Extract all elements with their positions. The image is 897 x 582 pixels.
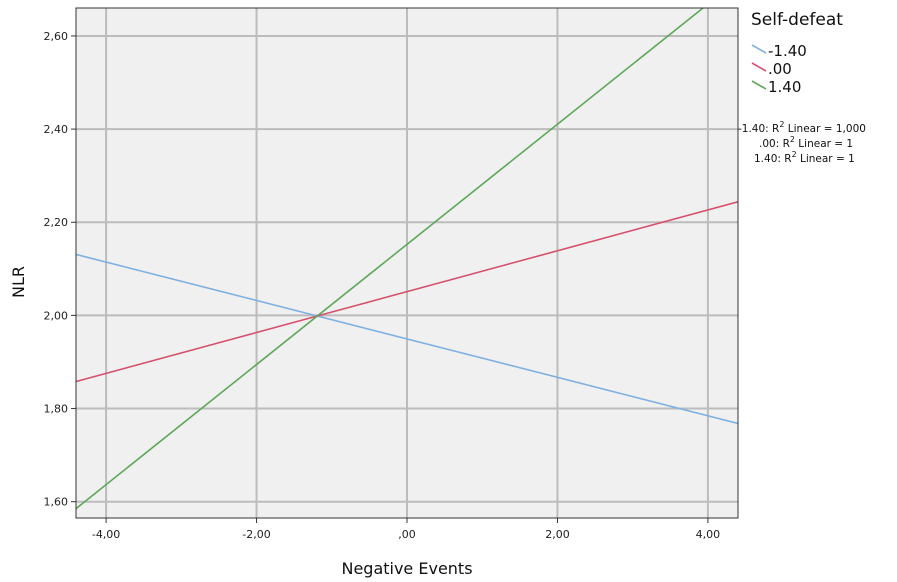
y-tick-layer: 1,60 1,80 2,00 2,20 2,40 2,60 <box>44 30 76 509</box>
fit-line-3-prefix: 1.40: R <box>754 153 792 165</box>
fit-line-2-sup: 2 <box>790 135 795 144</box>
series-line-1 <box>76 253 738 425</box>
fit-line-2-prefix: .00: R <box>759 138 790 150</box>
x-tick-label: -4,00 <box>92 528 120 541</box>
legend-swatch-2 <box>751 62 767 72</box>
fit-line-3-sup: 2 <box>792 150 797 159</box>
x-tick-label: ,00 <box>398 528 416 541</box>
fit-line-1-sup: 2 <box>779 120 784 129</box>
y-tick-label: 2,00 <box>44 309 69 322</box>
legend-label-2: .00 <box>768 60 792 78</box>
y-tick-label: 2,20 <box>44 216 69 229</box>
series-line-3 <box>76 8 705 510</box>
y-tick-label: 2,60 <box>44 30 69 43</box>
y-axis-title: NLR <box>9 266 28 298</box>
fit-line-1-suffix: Linear = 1,000 <box>784 123 866 135</box>
y-tick-label: 2,40 <box>44 123 69 136</box>
x-axis-title: Negative Events <box>341 559 472 578</box>
x-tick-label: -2,00 <box>242 528 270 541</box>
x-tick-label: 2,00 <box>545 528 570 541</box>
y-tick-label: 1,80 <box>44 403 69 416</box>
legend-swatch-3 <box>751 80 767 90</box>
x-tick-layer: -4,00 -2,00 ,00 2,00 4,00 <box>92 518 720 541</box>
fit-line-1-prefix: -1.40: R <box>738 123 779 135</box>
legend-swatch-1 <box>751 44 767 54</box>
legend-entries: -1.40.001.40 <box>751 42 807 96</box>
grid-layer <box>76 8 738 518</box>
legend-label-3: 1.40 <box>768 78 801 96</box>
series-layer <box>76 8 738 510</box>
fit-line-1: -1.40: R2 Linear = 1,000 <box>738 120 866 135</box>
fit-line-3: 1.40: R2 Linear = 1 <box>754 150 855 165</box>
legend-label-1: -1.40 <box>768 42 807 60</box>
x-tick-label: 4,00 <box>696 528 721 541</box>
legend-title: Self-defeat <box>751 10 843 30</box>
series-line-2 <box>76 200 738 383</box>
y-tick-label: 1,60 <box>44 496 69 509</box>
fit-line-3-suffix: Linear = 1 <box>797 153 855 165</box>
fit-line-2-suffix: Linear = 1 <box>795 138 853 150</box>
fit-line-2: .00: R2 Linear = 1 <box>759 135 853 150</box>
